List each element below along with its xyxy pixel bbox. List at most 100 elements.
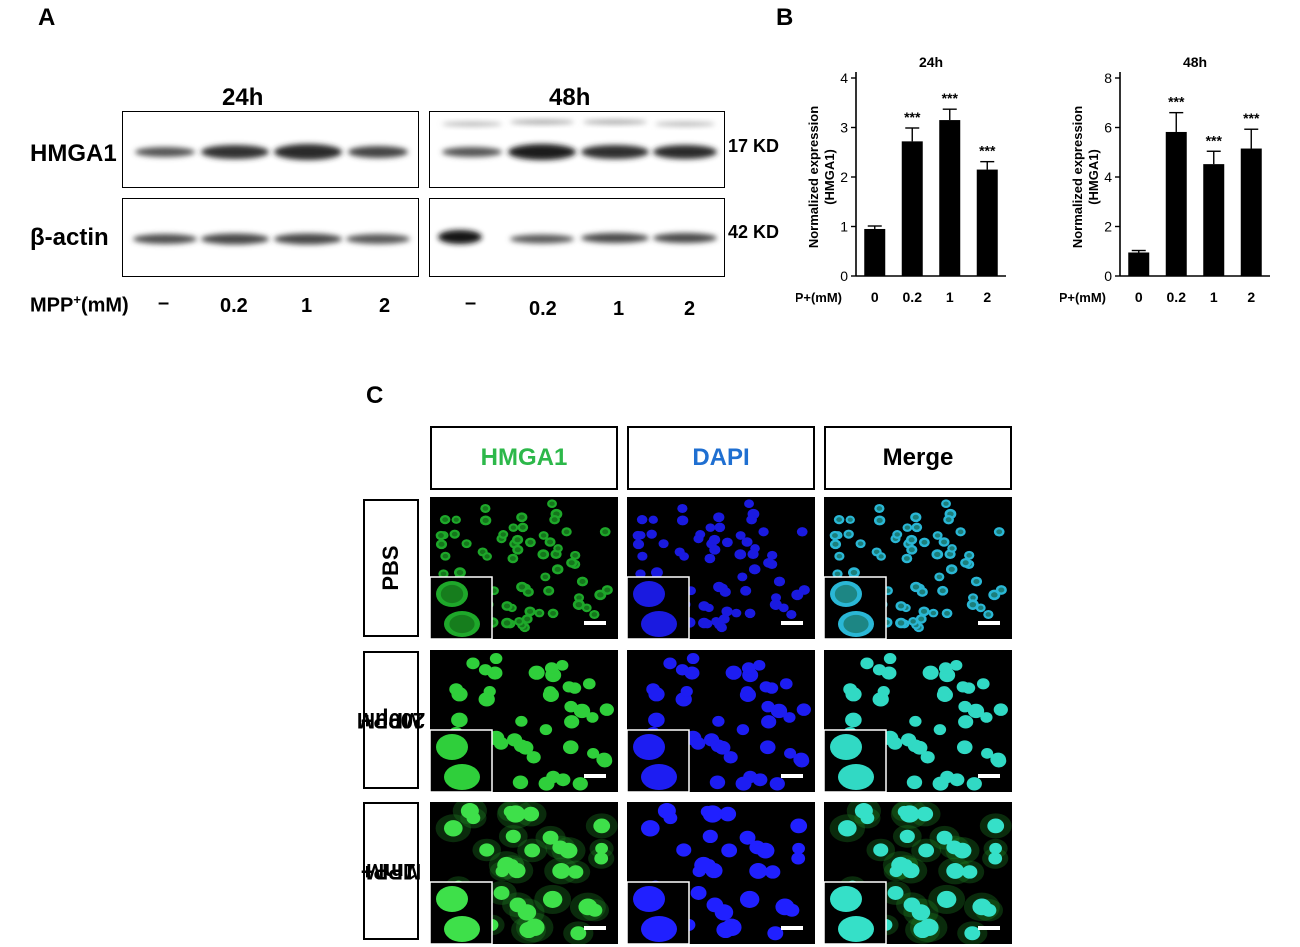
cell-nucleus	[708, 534, 721, 545]
cell-nucleus	[955, 527, 966, 537]
cell-nucleus	[746, 514, 757, 525]
cell-nucleus	[765, 865, 781, 879]
cell-nucleus	[962, 865, 978, 879]
cell-nucleus	[931, 549, 944, 560]
wb-row-label-actin: β-actin	[30, 224, 109, 251]
nucleus-center	[503, 603, 511, 609]
y-axis-label: Normalized expression(HMGA1)	[806, 106, 837, 248]
cell-nucleus	[769, 599, 782, 610]
cell-nucleus	[767, 926, 784, 941]
cell-nucleus	[988, 852, 1003, 865]
cell-nucleus	[508, 523, 519, 532]
panel-label-a: A	[38, 4, 56, 31]
blot-actin-48h	[429, 198, 725, 277]
nucleus-center	[939, 588, 946, 594]
cell-nucleus	[741, 537, 753, 547]
nucleus-center	[591, 612, 598, 617]
inset-nucleus-texture	[834, 584, 858, 604]
cell-nucleus	[873, 843, 889, 857]
cell-nucleus	[960, 557, 972, 568]
cell-nucleus	[938, 537, 950, 547]
cell-nucleus	[719, 587, 731, 597]
cell-nucleus	[773, 576, 786, 587]
x-tick-label: 0	[1135, 289, 1143, 305]
nucleus-center	[919, 589, 926, 595]
cell-nucleus	[761, 715, 777, 729]
micrograph	[430, 650, 618, 792]
cell-nucleus	[937, 585, 949, 596]
y-tick-label: 1	[840, 219, 848, 235]
cell-nucleus	[832, 569, 843, 579]
cell-nucleus	[501, 601, 513, 611]
nucleus-center	[451, 531, 458, 537]
cell-nucleus	[451, 515, 461, 524]
cell-nucleus	[970, 576, 983, 587]
band	[438, 230, 482, 244]
cell-nucleus	[559, 842, 578, 859]
cell-nucleus	[648, 515, 658, 524]
nucleus-center	[572, 553, 579, 558]
cell-nucleus	[525, 537, 536, 548]
cell-nucleus	[725, 665, 742, 680]
cell-nucleus	[739, 890, 760, 908]
cell-nucleus	[453, 567, 466, 578]
band	[583, 119, 647, 125]
nucleus-center	[524, 616, 531, 622]
cell-nucleus	[713, 512, 725, 523]
cell-nucleus	[740, 585, 752, 596]
cell-nucleus	[517, 740, 534, 755]
nucleus-center	[442, 553, 449, 559]
cell-nucleus	[543, 585, 555, 596]
cell-nucleus	[758, 527, 769, 537]
cell-nucleus	[943, 514, 954, 525]
inset-nucleus	[838, 764, 874, 790]
nucleus-center	[936, 574, 943, 580]
cell-nucleus	[570, 550, 581, 560]
cell-nucleus	[962, 682, 976, 694]
cell-nucleus	[493, 885, 510, 900]
row-label-pbs-text: PBS	[378, 545, 403, 591]
nucleus-center	[484, 554, 490, 559]
cell-nucleus	[829, 530, 841, 541]
nucleus-center	[516, 619, 522, 624]
band	[133, 234, 197, 244]
nucleus-center	[957, 529, 964, 535]
cell-nucleus	[847, 567, 860, 578]
nucleus-center	[966, 553, 973, 558]
significance-label: ***	[1243, 110, 1260, 126]
cell-nucleus	[721, 843, 738, 858]
nucleus-center	[836, 517, 843, 522]
cell-nucleus	[845, 712, 862, 728]
nucleus-center	[949, 546, 955, 551]
cell-nucleus	[709, 775, 726, 790]
cell-nucleus	[873, 515, 886, 526]
cell-nucleus	[483, 686, 496, 697]
significance-label: ***	[1206, 132, 1223, 148]
micrograph	[824, 497, 1012, 639]
band	[655, 121, 715, 127]
cell-nucleus	[694, 856, 713, 874]
micrograph-image	[627, 499, 810, 639]
nucleus-center	[836, 553, 843, 559]
cell-nucleus	[478, 664, 492, 676]
cell-nucleus	[509, 897, 527, 913]
micrograph-image	[430, 653, 614, 792]
inset-nucleus-texture	[440, 584, 464, 604]
band	[201, 233, 269, 245]
scale-bar	[584, 621, 606, 625]
cell-nucleus	[988, 589, 1001, 601]
cell-nucleus	[705, 523, 716, 532]
micrograph	[824, 802, 1012, 944]
nucleus-center	[945, 517, 952, 523]
cell-nucleus	[723, 751, 738, 764]
nucleus-center	[463, 541, 470, 546]
nucleus-center	[518, 514, 525, 520]
cell-nucleus	[934, 572, 945, 582]
cell-nucleus	[883, 653, 897, 665]
cell-nucleus	[512, 775, 529, 790]
cell-nucleus	[895, 617, 908, 629]
cell-nucleus	[587, 748, 600, 759]
inset-nucleus	[830, 734, 862, 760]
wb-time-48h: 48h	[549, 84, 591, 111]
inset-nucleus-texture	[449, 614, 475, 634]
